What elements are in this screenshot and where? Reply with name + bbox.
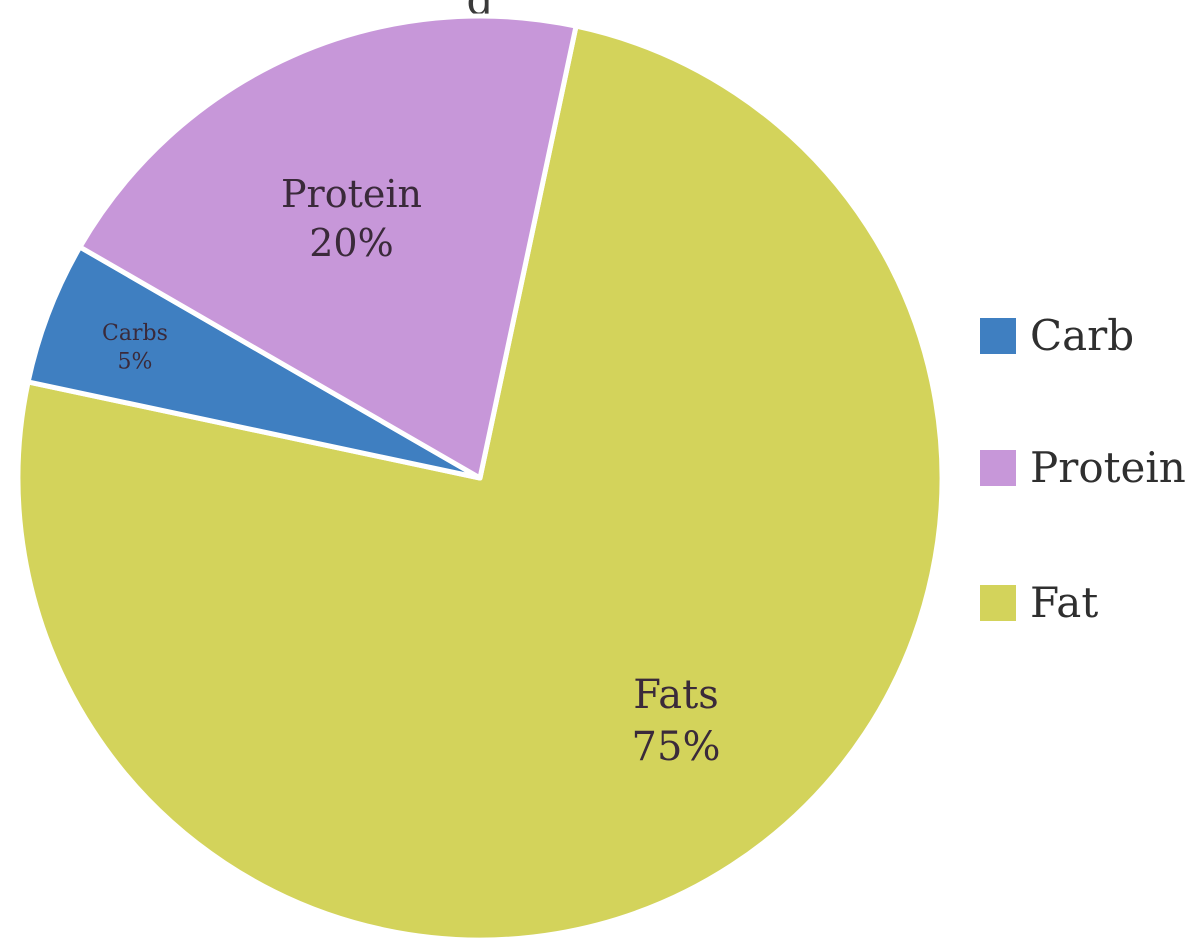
legend-label-protein: Protein bbox=[1030, 443, 1186, 492]
legend-swatch-fat bbox=[980, 585, 1016, 621]
legend-item-fat: Fat bbox=[980, 578, 1098, 627]
pie-slice-protein bbox=[77, 13, 579, 481]
pie-slice-fat bbox=[15, 23, 945, 943]
legend-item-carb: Carb bbox=[980, 311, 1134, 360]
slice-label-value-fat: 75% bbox=[632, 724, 721, 770]
slice-label-name-protein: Protein bbox=[281, 172, 422, 216]
legend-label-carb: Carb bbox=[1030, 311, 1134, 360]
slice-label-value-protein: 20% bbox=[309, 221, 393, 265]
pie-slice-labels: Fats 75% Carbs 5% Protein 20% bbox=[102, 172, 720, 770]
legend-item-protein: Protein bbox=[980, 443, 1186, 492]
legend-swatch-carb bbox=[980, 318, 1016, 354]
slice-label-name-fat: Fats bbox=[633, 672, 719, 718]
pie-slice-carb bbox=[25, 244, 483, 481]
slice-label-value-carb: 5% bbox=[117, 350, 152, 375]
slice-label-name-carb: Carbs bbox=[102, 321, 168, 346]
legend-swatch-protein bbox=[980, 450, 1016, 486]
pie-slices bbox=[15, 13, 945, 943]
legend: Carb Protein Fat bbox=[980, 311, 1186, 627]
legend-label-fat: Fat bbox=[1030, 578, 1098, 627]
